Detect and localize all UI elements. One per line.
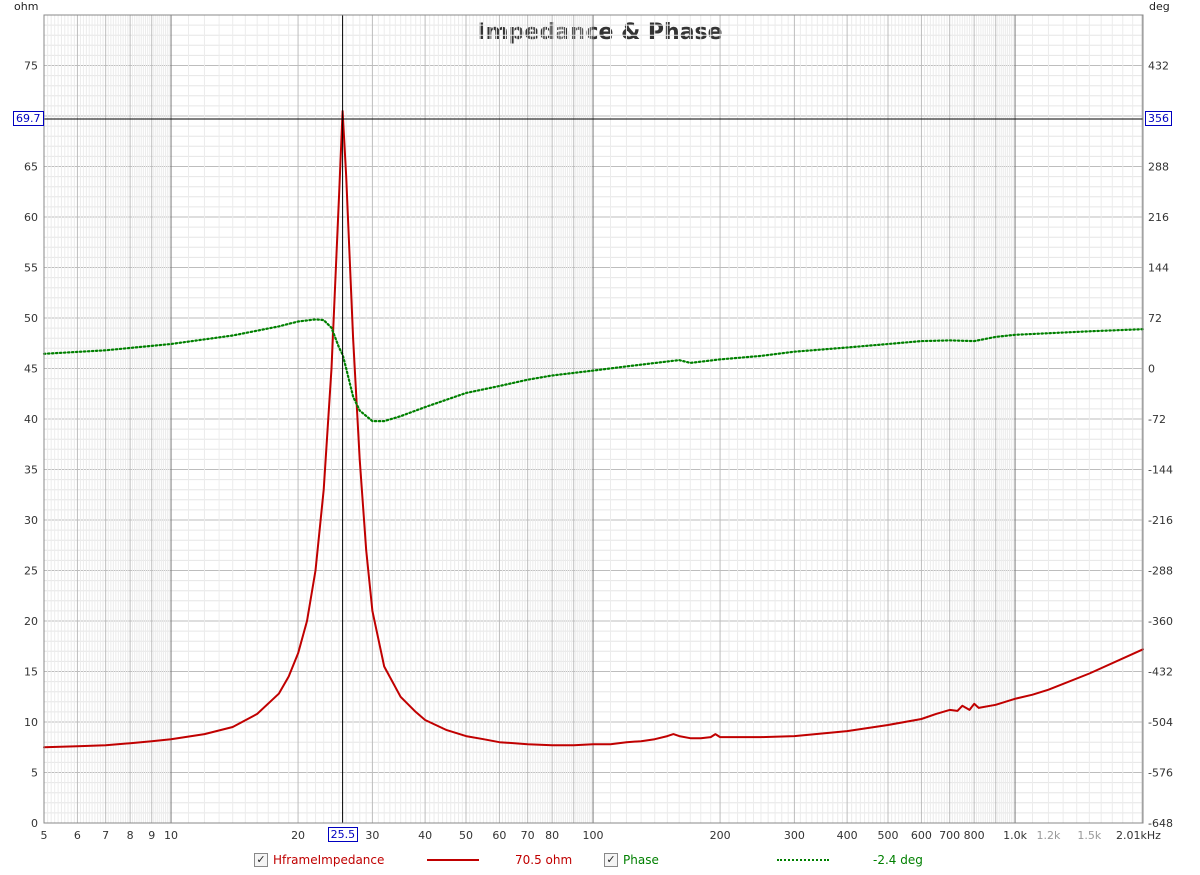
- right-axis-unit: deg: [1149, 0, 1170, 13]
- y-left-tick-label: 5: [31, 767, 38, 780]
- y-right-tick-label: -432: [1148, 666, 1173, 679]
- series-layer: [42, 110, 1145, 749]
- y-left-tick-label: 15: [24, 666, 38, 679]
- x-tick-label: 1.0k: [1003, 829, 1027, 842]
- x-tick-label: 500: [878, 829, 899, 842]
- y-right-tick-label: -504: [1148, 716, 1173, 729]
- x-tick-label: 40: [418, 829, 432, 842]
- y-left-tick-label: 0: [31, 817, 38, 830]
- x-tick-label: 1.2k: [1037, 829, 1061, 842]
- x-tick-label: 8: [127, 829, 134, 842]
- y-right-tick-label: -288: [1148, 565, 1173, 578]
- y-right-tick-label: -72: [1148, 413, 1166, 426]
- plot-frame: [43, 14, 1144, 824]
- y-left-tick-label: 40: [24, 413, 38, 426]
- y-left-tick-label: 45: [24, 363, 38, 376]
- impedance-checkbox[interactable]: ✓: [254, 853, 268, 867]
- chart-title: Impedance & Phase: [477, 20, 723, 45]
- y-right-tick-label: 216: [1148, 211, 1169, 224]
- impedance-readout: 70.5 ohm: [515, 853, 573, 867]
- phase-series-line: [42, 318, 1145, 423]
- y-left-tick-label: 75: [24, 60, 38, 73]
- x-tick-label: 10: [164, 829, 178, 842]
- x-tick-label: 60: [492, 829, 506, 842]
- hframeimpedance-series-line: [43, 110, 1144, 749]
- left-axis-unit: ohm: [14, 0, 39, 13]
- y-right-tick-label: -216: [1148, 514, 1173, 527]
- y-left-tick-label: 35: [24, 464, 38, 477]
- x-tick-label: 1.5k: [1077, 829, 1101, 842]
- y-right-tick-label: -144: [1148, 464, 1173, 477]
- x-tick-label: 100: [583, 829, 604, 842]
- x-tick-label: 7: [102, 829, 109, 842]
- impedance-legend-label[interactable]: HframeImpedance: [273, 853, 385, 867]
- cursor-x-readout: 25.5: [327, 827, 359, 842]
- x-tick-label: 600: [911, 829, 932, 842]
- x-tick-label: 300: [784, 829, 805, 842]
- y-left-tick-label: 65: [24, 161, 38, 174]
- x-tick-label: 30: [365, 829, 379, 842]
- y-left-tick-label: 10: [24, 716, 38, 729]
- impedance-line-swatch: [427, 859, 479, 861]
- x-tick-label: 20: [291, 829, 305, 842]
- y-left-tick-label: 50: [24, 312, 38, 325]
- y-right-tick-label: 288: [1148, 161, 1169, 174]
- x-tick-label: 2.01kHz: [1116, 829, 1161, 842]
- phase-legend-label[interactable]: Phase: [623, 853, 659, 867]
- y-left-tick-label: 30: [24, 514, 38, 527]
- phase-line-swatch: [777, 859, 829, 861]
- cursor-layer: [44, 15, 1143, 823]
- x-tick-label: 9: [148, 829, 155, 842]
- y-left-tick-label: 55: [24, 262, 38, 275]
- y-right-tick-label: -360: [1148, 615, 1173, 628]
- y-right-tick-label: -648: [1148, 817, 1173, 830]
- tick-layer: 051015202530354045505560657075-648-576-5…: [24, 60, 1173, 843]
- cursor-y-right-readout: 356: [1145, 111, 1172, 127]
- x-tick-label: 70: [521, 829, 535, 842]
- x-tick-label: 400: [837, 829, 858, 842]
- legend: ✓ HframeImpedance 70.5 ohm ✓ Phase -2.4 …: [0, 851, 1200, 871]
- phase-checkbox[interactable]: ✓: [604, 853, 618, 867]
- y-left-tick-label: 20: [24, 615, 38, 628]
- x-tick-label: 6: [74, 829, 81, 842]
- grid-layer: [43, 14, 1143, 824]
- x-tick-label: 200: [710, 829, 731, 842]
- y-right-tick-label: 432: [1148, 60, 1169, 73]
- y-left-tick-label: 25: [24, 565, 38, 578]
- x-tick-label: 800: [964, 829, 985, 842]
- y-left-tick-label: 60: [24, 211, 38, 224]
- x-tick-label: 80: [545, 829, 559, 842]
- y-right-tick-label: 144: [1148, 262, 1169, 275]
- cursor-y-left-readout: 69.7: [13, 111, 44, 127]
- x-tick-label: 5: [41, 829, 48, 842]
- y-right-tick-label: 0: [1148, 363, 1155, 376]
- phase-readout: -2.4 deg: [873, 853, 923, 867]
- x-tick-label: 700: [939, 829, 960, 842]
- y-right-tick-label: 72: [1148, 312, 1162, 325]
- y-right-tick-label: -576: [1148, 767, 1173, 780]
- x-tick-label: 50: [459, 829, 473, 842]
